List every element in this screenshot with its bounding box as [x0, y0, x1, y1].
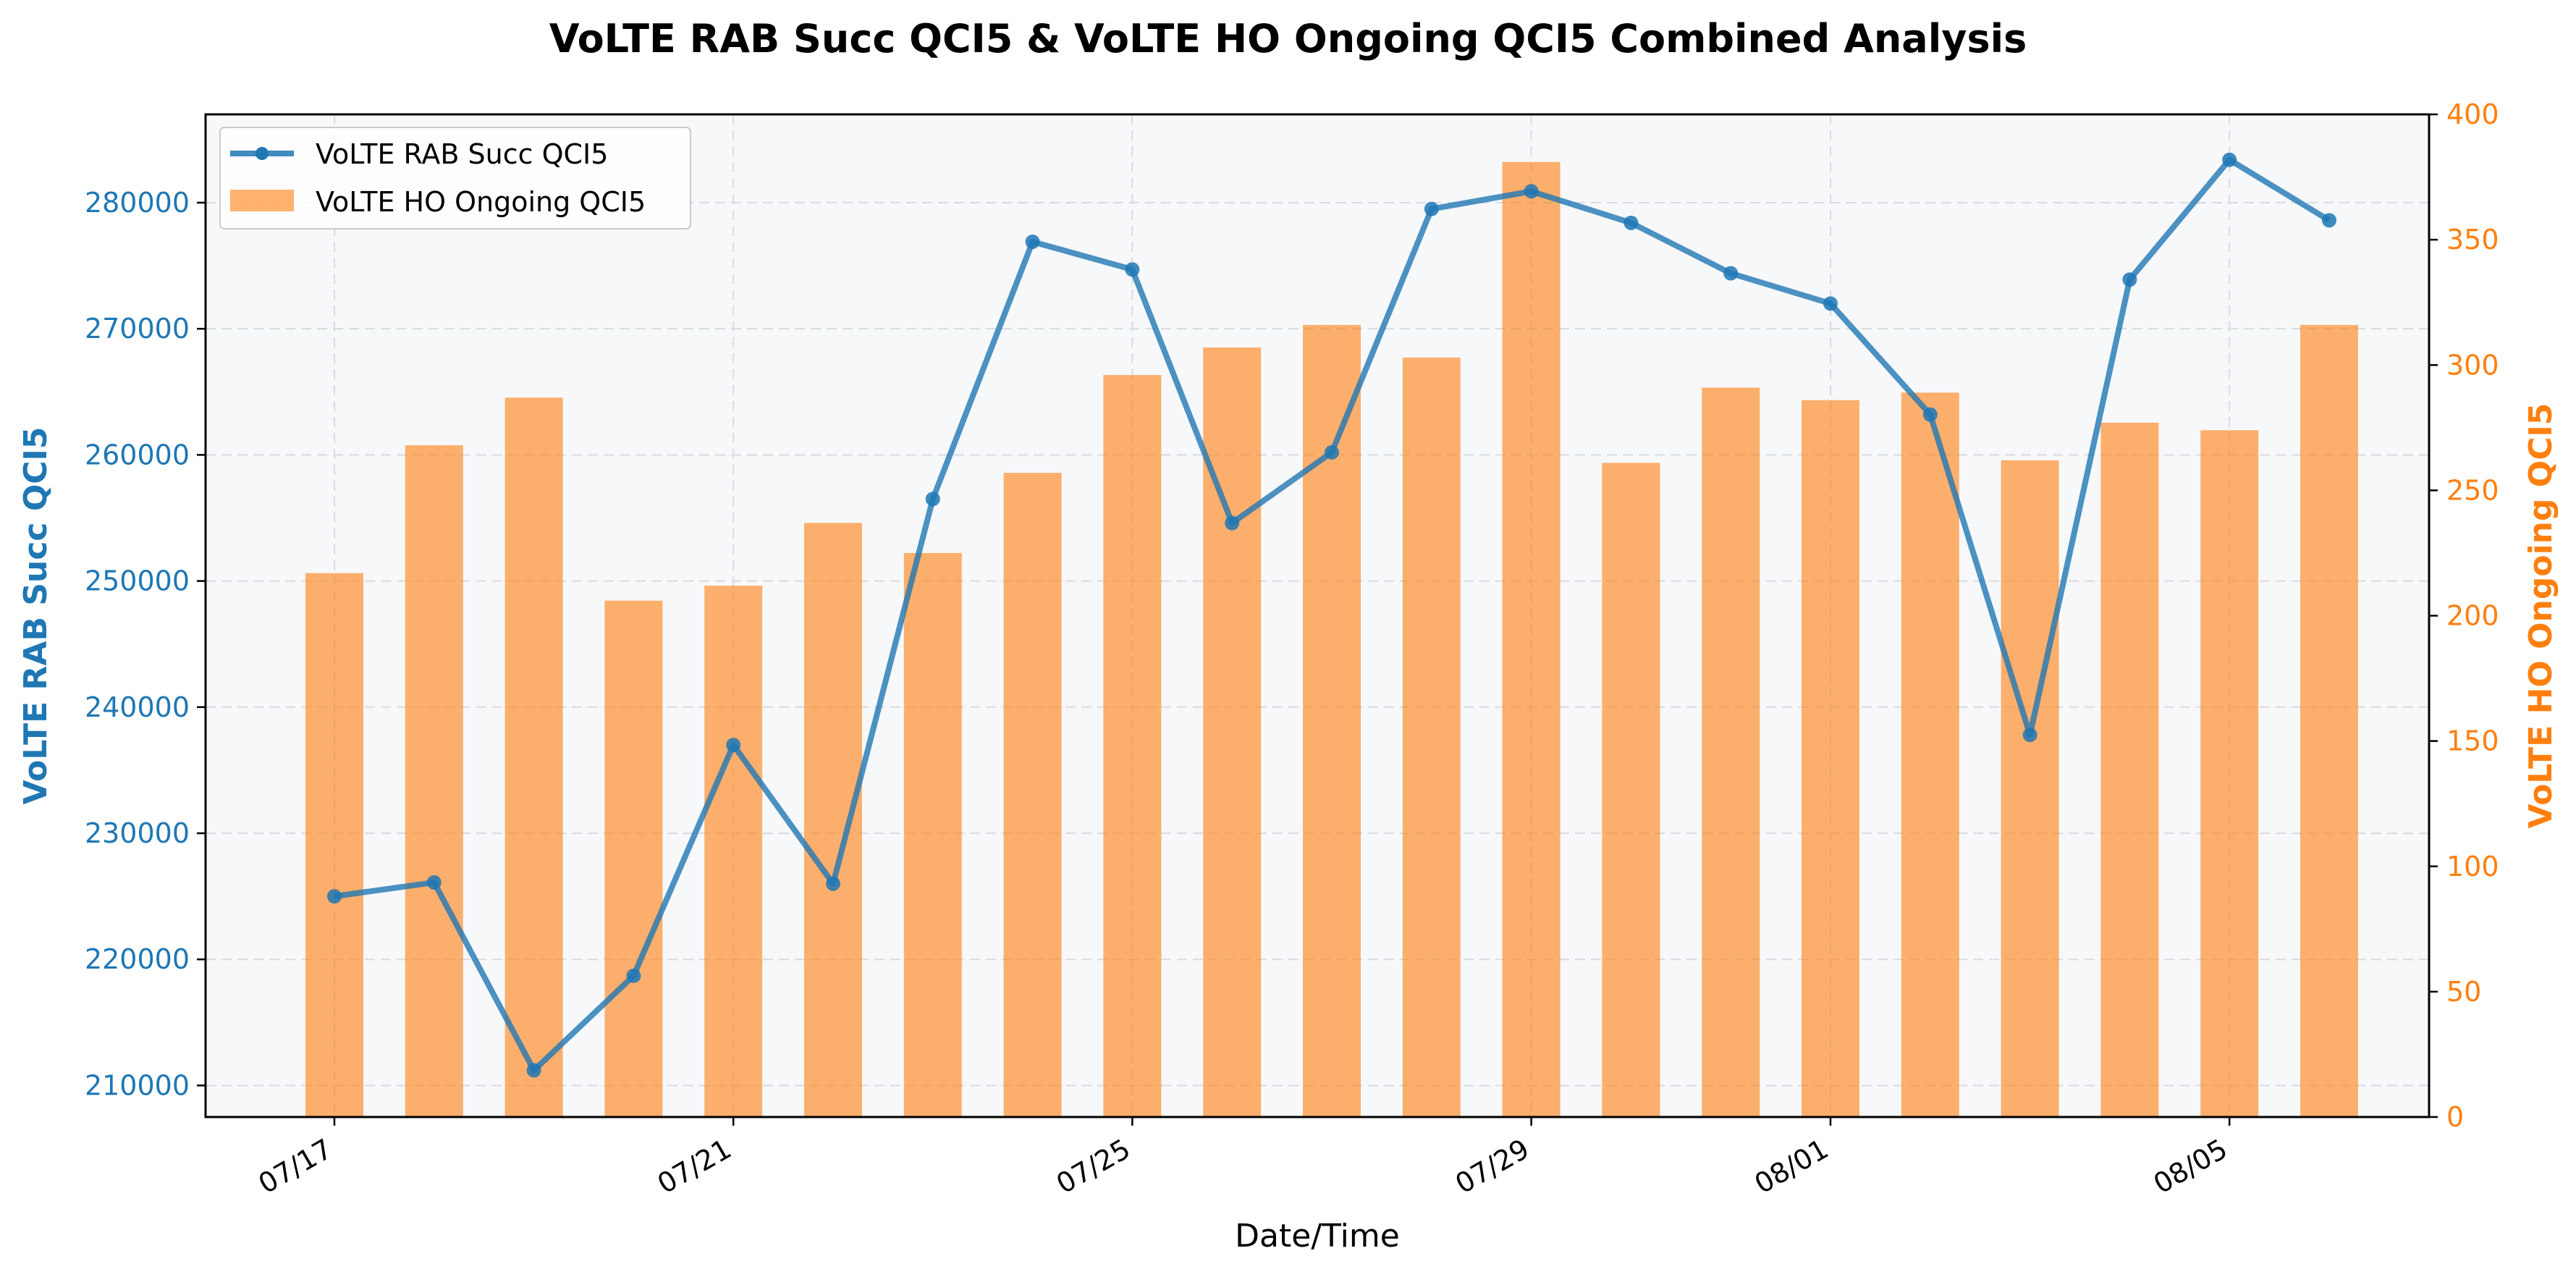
- bar-07-22: [804, 523, 862, 1117]
- bar-08-05: [2200, 430, 2259, 1117]
- legend-box: [219, 127, 691, 229]
- point-07-23: [925, 492, 940, 507]
- chart-title: VoLTE RAB Succ QCI5 & VoLTE HO Ongoing Q…: [549, 16, 2027, 62]
- point-07-30: [1623, 215, 1639, 230]
- left-tick-label: 270000: [85, 313, 190, 345]
- bar-07-27: [1303, 324, 1361, 1118]
- bar-08-06: [2300, 324, 2358, 1118]
- bar-07-31: [1702, 387, 1760, 1117]
- bar-08-03: [2001, 460, 2059, 1117]
- x-axis-label: Date/Time: [1235, 1218, 1400, 1255]
- bar-08-02: [1901, 392, 1959, 1117]
- point-07-31: [1723, 266, 1739, 281]
- legend-bar-swatch: [230, 190, 294, 211]
- right-tick-label: 400: [2446, 98, 2499, 130]
- point-07-29: [1524, 184, 1539, 199]
- left-tick-label: 280000: [85, 187, 190, 219]
- bar-07-29: [1502, 161, 1561, 1118]
- y-right-axis-label: VoLTE HO Ongoing QCI5: [2522, 403, 2559, 829]
- right-tick-label: 50: [2446, 976, 2481, 1008]
- legend-label-rab-succ: VoLTE RAB Succ QCI5: [316, 138, 608, 170]
- point-08-03: [2022, 728, 2037, 743]
- bar-07-20: [604, 600, 663, 1117]
- bar-07-17: [305, 573, 363, 1117]
- bar-07-30: [1602, 463, 1660, 1117]
- right-tick-label: 250: [2446, 474, 2499, 506]
- right-tick-label: 350: [2446, 224, 2499, 256]
- legend-item-ho-ongoing: VoLTE HO Ongoing QCI5: [230, 186, 646, 218]
- line-series-rab-succ: [327, 152, 2336, 1078]
- left-tick-label: 250000: [85, 565, 190, 597]
- point-08-05: [2222, 152, 2237, 167]
- left-tick-label: 240000: [85, 691, 190, 723]
- right-y-axis: 0 50 100 150 200 250 300 350 400: [2429, 98, 2499, 1133]
- bar-07-19: [504, 397, 563, 1117]
- right-tick-label: 200: [2446, 600, 2499, 632]
- bar-07-28: [1402, 357, 1461, 1117]
- legend: VoLTE RAB Succ QCI5 VoLTE HO Ongoing QCI…: [219, 127, 691, 229]
- point-07-27: [1325, 444, 1339, 460]
- point-07-22: [826, 876, 840, 891]
- point-08-06: [2322, 213, 2336, 228]
- point-07-26: [1225, 515, 1240, 531]
- point-07-20: [626, 968, 641, 983]
- point-07-24: [1025, 234, 1040, 249]
- bar-series-ho-ongoing: [305, 161, 2358, 1118]
- point-07-25: [1125, 262, 1140, 277]
- bar-07-25: [1103, 375, 1162, 1117]
- bar-07-24: [1003, 473, 1062, 1117]
- right-tick-label: 300: [2446, 349, 2499, 381]
- point-07-28: [1424, 201, 1439, 216]
- point-07-19: [526, 1063, 541, 1078]
- point-08-04: [2122, 272, 2137, 287]
- right-tick-label: 0: [2446, 1101, 2464, 1133]
- point-07-17: [327, 889, 342, 904]
- left-tick-label: 260000: [85, 439, 190, 471]
- bar-08-04: [2100, 422, 2159, 1117]
- legend-label-ho-ongoing: VoLTE HO Ongoing QCI5: [316, 186, 646, 218]
- point-07-21: [726, 738, 741, 753]
- bar-07-18: [405, 445, 463, 1117]
- y-left-axis-label: VoLTE RAB Succ QCI5: [17, 427, 54, 805]
- bar-07-21: [704, 585, 763, 1117]
- left-tick-label: 230000: [85, 817, 190, 849]
- point-08-01: [1823, 296, 1838, 311]
- legend-item-rab-succ: VoLTE RAB Succ QCI5: [230, 138, 608, 170]
- left-tick-label: 210000: [85, 1069, 190, 1101]
- left-y-axis: 210000 220000 230000 240000 250000 260000 2700…: [85, 187, 206, 1101]
- right-tick-label: 100: [2446, 851, 2499, 882]
- right-tick-label: 150: [2446, 725, 2499, 757]
- bar-07-23: [903, 552, 962, 1117]
- bar-07-26: [1203, 347, 1262, 1118]
- legend-marker-swatch: [256, 147, 269, 160]
- point-07-18: [426, 874, 442, 890]
- point-08-02: [1922, 407, 1938, 422]
- bar-08-01: [1802, 400, 1859, 1117]
- left-tick-label: 220000: [85, 943, 190, 975]
